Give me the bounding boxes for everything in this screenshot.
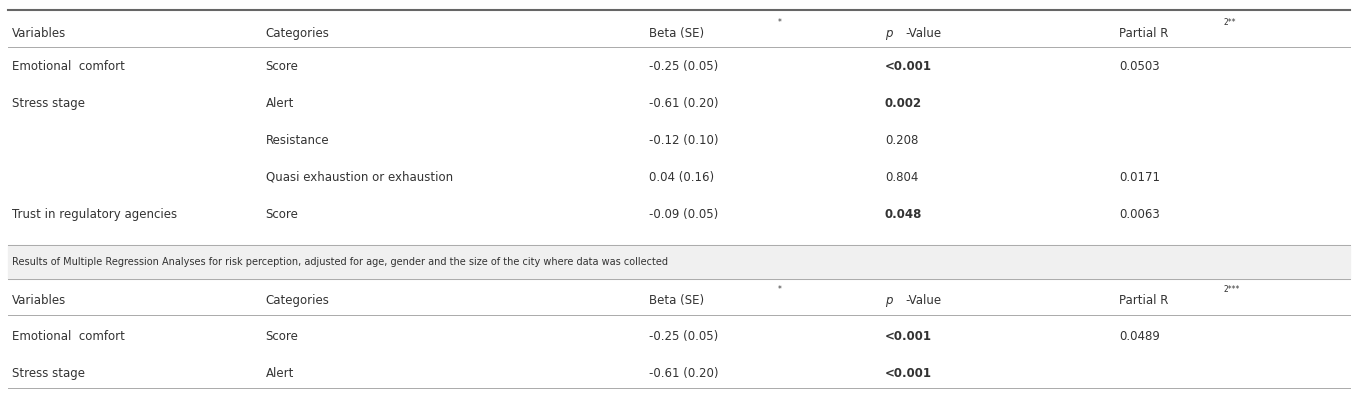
Text: Results of Multiple Regression Analyses for risk perception, adjusted for age, g: Results of Multiple Regression Analyses … — [12, 257, 668, 267]
Text: *: * — [778, 18, 782, 27]
Text: Trust in regulatory agencies: Trust in regulatory agencies — [12, 207, 178, 221]
Text: -0.12 (0.10): -0.12 (0.10) — [649, 134, 718, 147]
Text: Emotional  comfort: Emotional comfort — [12, 330, 125, 343]
Text: Beta (SE): Beta (SE) — [649, 294, 705, 307]
Text: 0.0503: 0.0503 — [1119, 60, 1160, 73]
Text: Score: Score — [266, 207, 299, 221]
Text: Quasi exhaustion or exhaustion: Quasi exhaustion or exhaustion — [266, 171, 452, 184]
Text: Categories: Categories — [266, 28, 330, 40]
Text: Alert: Alert — [266, 367, 295, 379]
Text: <0.001: <0.001 — [885, 367, 932, 379]
Text: 2**: 2** — [1224, 18, 1236, 27]
Text: *: * — [778, 285, 782, 294]
Text: p: p — [885, 294, 892, 307]
Text: 0.04 (0.16): 0.04 (0.16) — [649, 171, 714, 184]
Text: 0.208: 0.208 — [885, 134, 918, 147]
Text: -Value: -Value — [906, 294, 941, 307]
Text: 0.002: 0.002 — [885, 97, 922, 110]
Text: -0.09 (0.05): -0.09 (0.05) — [649, 207, 718, 221]
Text: -0.25 (0.05): -0.25 (0.05) — [649, 330, 718, 343]
Text: Alert: Alert — [266, 97, 295, 110]
Text: 0.804: 0.804 — [885, 171, 918, 184]
Text: Stress stage: Stress stage — [12, 97, 86, 110]
Text: -0.61 (0.20): -0.61 (0.20) — [649, 367, 718, 379]
Text: 0.0489: 0.0489 — [1119, 330, 1160, 343]
Text: Score: Score — [266, 330, 299, 343]
Text: p: p — [885, 28, 892, 40]
Text: 0.0063: 0.0063 — [1119, 207, 1160, 221]
Text: Beta (SE): Beta (SE) — [649, 28, 705, 40]
Text: <0.001: <0.001 — [885, 60, 932, 73]
Text: 2***: 2*** — [1224, 285, 1240, 294]
Text: Score: Score — [266, 60, 299, 73]
Text: -0.25 (0.05): -0.25 (0.05) — [649, 60, 718, 73]
Text: Partial R: Partial R — [1119, 294, 1169, 307]
Text: -0.61 (0.20): -0.61 (0.20) — [649, 97, 718, 110]
Text: <0.001: <0.001 — [885, 330, 932, 343]
Text: Emotional  comfort: Emotional comfort — [12, 60, 125, 73]
Text: Partial R: Partial R — [1119, 28, 1169, 40]
Text: Stress stage: Stress stage — [12, 367, 86, 379]
Bar — [8, 245, 1350, 279]
Text: Variables: Variables — [12, 294, 67, 307]
Text: Resistance: Resistance — [266, 134, 329, 147]
Text: Categories: Categories — [266, 294, 330, 307]
Text: Variables: Variables — [12, 28, 67, 40]
Text: -Value: -Value — [906, 28, 941, 40]
Text: 0.0171: 0.0171 — [1119, 171, 1161, 184]
Text: 0.048: 0.048 — [885, 207, 922, 221]
